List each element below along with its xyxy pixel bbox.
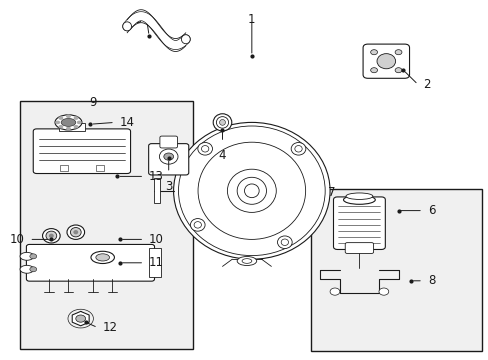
- Circle shape: [394, 68, 401, 73]
- Ellipse shape: [55, 115, 82, 130]
- Ellipse shape: [73, 230, 78, 234]
- Ellipse shape: [91, 251, 114, 264]
- Ellipse shape: [213, 114, 231, 131]
- Ellipse shape: [277, 236, 292, 248]
- Polygon shape: [72, 311, 89, 326]
- Ellipse shape: [96, 254, 109, 261]
- FancyBboxPatch shape: [33, 129, 130, 174]
- Ellipse shape: [237, 256, 256, 266]
- Ellipse shape: [219, 120, 225, 125]
- Circle shape: [58, 116, 63, 120]
- FancyBboxPatch shape: [345, 243, 373, 253]
- Circle shape: [58, 125, 63, 129]
- Ellipse shape: [343, 195, 375, 204]
- Text: 2: 2: [422, 78, 429, 91]
- Ellipse shape: [376, 54, 395, 69]
- Circle shape: [66, 127, 71, 130]
- Text: 4: 4: [218, 149, 226, 162]
- Circle shape: [394, 50, 401, 55]
- Text: 6: 6: [427, 204, 434, 217]
- Circle shape: [370, 68, 377, 73]
- Circle shape: [76, 315, 85, 322]
- Circle shape: [30, 254, 37, 259]
- FancyBboxPatch shape: [160, 136, 177, 148]
- Ellipse shape: [237, 177, 266, 204]
- Text: 9: 9: [89, 96, 97, 109]
- Bar: [154, 178, 160, 203]
- Ellipse shape: [346, 193, 372, 199]
- Bar: [96, 165, 104, 171]
- Ellipse shape: [20, 252, 34, 260]
- Text: 14: 14: [120, 116, 135, 129]
- Text: 13: 13: [149, 170, 163, 183]
- Circle shape: [30, 267, 37, 272]
- Ellipse shape: [20, 265, 34, 273]
- Ellipse shape: [181, 35, 190, 44]
- Ellipse shape: [190, 219, 204, 231]
- Text: 8: 8: [427, 274, 434, 287]
- FancyBboxPatch shape: [26, 244, 154, 281]
- Circle shape: [329, 288, 339, 295]
- Text: 5: 5: [134, 13, 142, 26]
- Circle shape: [77, 121, 81, 124]
- Ellipse shape: [67, 225, 84, 239]
- Circle shape: [55, 121, 60, 124]
- Ellipse shape: [70, 228, 81, 237]
- Ellipse shape: [227, 169, 276, 212]
- Circle shape: [163, 153, 173, 160]
- Ellipse shape: [290, 143, 305, 155]
- Ellipse shape: [198, 142, 305, 239]
- Ellipse shape: [198, 143, 212, 155]
- Text: 3: 3: [164, 180, 172, 193]
- Circle shape: [378, 288, 388, 295]
- Ellipse shape: [49, 234, 54, 238]
- FancyBboxPatch shape: [148, 144, 188, 175]
- Bar: [149, 248, 161, 277]
- Circle shape: [74, 125, 79, 129]
- Bar: [20, 101, 193, 349]
- Bar: [59, 123, 84, 131]
- Text: 7: 7: [327, 186, 334, 199]
- Text: 12: 12: [102, 321, 118, 334]
- Circle shape: [74, 116, 79, 120]
- Ellipse shape: [61, 118, 76, 126]
- Text: 11: 11: [149, 256, 164, 269]
- FancyBboxPatch shape: [362, 44, 409, 78]
- Ellipse shape: [42, 229, 60, 243]
- Ellipse shape: [46, 231, 57, 240]
- Text: 10: 10: [149, 233, 163, 246]
- Circle shape: [370, 50, 377, 55]
- Bar: [310, 189, 481, 351]
- Ellipse shape: [173, 122, 329, 259]
- Bar: [60, 165, 67, 171]
- Circle shape: [66, 114, 71, 118]
- FancyBboxPatch shape: [333, 197, 385, 249]
- Ellipse shape: [122, 22, 131, 31]
- Text: 1: 1: [247, 13, 255, 26]
- Text: 10: 10: [10, 233, 24, 246]
